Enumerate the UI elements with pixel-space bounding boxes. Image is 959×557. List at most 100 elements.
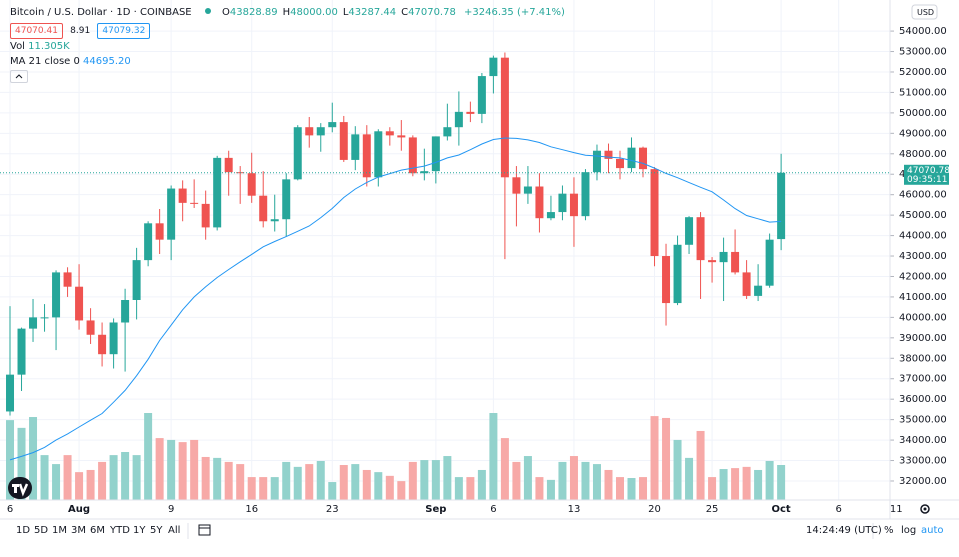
range-button[interactable]: 6M: [90, 525, 105, 536]
volume-bar: [685, 457, 694, 500]
scale-option[interactable]: auto: [921, 525, 944, 536]
candles: [0, 52, 890, 461]
volume-bar: [167, 439, 176, 500]
y-tick-label: 37000.00: [899, 374, 947, 385]
candle-body: [662, 256, 671, 304]
volume-bar: [17, 427, 26, 500]
range-button[interactable]: All: [168, 525, 181, 536]
volume-bar: [420, 460, 429, 500]
y-tick-label: 50000.00: [899, 108, 947, 119]
range-button[interactable]: 5Y: [150, 525, 163, 536]
candle-body: [121, 300, 130, 323]
candle-body: [63, 272, 72, 287]
candle-body: [558, 193, 567, 213]
volume-bar: [662, 417, 671, 500]
ohlc-value: 47070.78: [408, 7, 456, 18]
volume-bar: [397, 481, 406, 500]
volume-bar: [731, 468, 740, 500]
volume-bar: [535, 477, 544, 500]
candle-body: [523, 186, 532, 194]
candle-body: [132, 260, 141, 300]
symbol: Bitcoin / U.S. Dollar · 1D · COINBASE: [10, 7, 192, 18]
y-tick-label: 38000.00: [899, 353, 947, 364]
candle-body: [443, 127, 452, 137]
volume-bar: [282, 461, 291, 500]
x-tick-label: 16: [245, 504, 258, 515]
candle-body: [431, 136, 440, 172]
range-button[interactable]: YTD: [110, 525, 130, 536]
y-tick-label: 43000.00: [899, 251, 947, 262]
candle-body: [351, 134, 360, 160]
candle-body: [592, 150, 601, 173]
axes: 32000.00 33000.00 34000.00 35000.00 36000.00…: [7, 26, 950, 515]
candle-body: [259, 195, 268, 222]
volume-bar: [708, 477, 717, 500]
bid[interactable]: 47070.41: [10, 23, 63, 39]
candle-body: [270, 219, 279, 222]
candle-body: [777, 172, 786, 240]
y-tick-label: 34000.00: [899, 435, 947, 446]
countdown: 09:35:11: [907, 175, 947, 185]
volume-bar: [385, 475, 394, 500]
volume-bar: [443, 456, 452, 500]
last-price-label: 47070.78: [907, 166, 950, 176]
candle-body: [500, 57, 509, 178]
range-button[interactable]: 5D: [34, 525, 49, 536]
candle-body: [673, 244, 682, 304]
candle-body: [408, 137, 417, 174]
scale-option[interactable]: log: [901, 525, 917, 536]
volume-bar: [500, 438, 509, 500]
x-tick-label: 9: [168, 504, 174, 515]
candle-body: [604, 150, 613, 159]
currency[interactable]: USD: [917, 8, 934, 17]
volume-bar: [213, 457, 222, 500]
candle-body: [247, 173, 256, 196]
logo: [8, 477, 32, 499]
ask[interactable]: 47079.32: [97, 23, 151, 39]
settings-icon[interactable]: [920, 504, 930, 514]
candle-body: [75, 286, 84, 321]
volume-bar: [86, 469, 95, 500]
candle-body: [477, 76, 486, 114]
volume-bar: [132, 455, 141, 500]
y-tick-label: 42000.00: [899, 271, 947, 282]
volume-bar: [121, 452, 130, 500]
ohlc-value: 43828.89: [229, 7, 278, 18]
x-tick-label: 6: [7, 504, 13, 515]
y-tick-label: 48000.00: [899, 149, 947, 160]
collapse-button[interactable]: [10, 70, 28, 83]
candle-body: [650, 169, 659, 257]
range-button[interactable]: 1Y: [133, 525, 146, 536]
volume-bar: [615, 477, 624, 500]
volume-bar: [155, 438, 164, 500]
candle-body: [754, 285, 763, 296]
candle-body: [420, 171, 429, 174]
range-button[interactable]: 3M: [71, 525, 86, 536]
candle-body: [385, 131, 394, 136]
volume-bar: [489, 413, 498, 500]
candle-body: [144, 223, 153, 261]
volume-bar: [29, 417, 38, 500]
ohlc-value: 43287.44: [348, 7, 397, 18]
candle-body: [708, 260, 717, 263]
y-tick-label: 32000.00: [899, 476, 947, 487]
candle-body: [512, 177, 521, 194]
volume-bar: [454, 477, 463, 500]
candle-body: [17, 328, 26, 375]
volume-bar: [40, 455, 49, 500]
volume-bar: [754, 469, 763, 500]
range-button[interactable]: 1M: [52, 525, 67, 536]
currency-button[interactable]: [911, 4, 938, 20]
scale-option[interactable]: %: [884, 525, 894, 536]
ma-line: [9, 137, 782, 461]
candle-body: [6, 374, 15, 412]
volume-label: Vol: [10, 41, 25, 52]
candle-body: [40, 317, 49, 319]
candle-body: [546, 212, 555, 219]
volume-bar: [639, 477, 648, 500]
calendar-icon[interactable]: [198, 524, 211, 536]
range-button[interactable]: 1D: [16, 525, 31, 536]
candle-body: [581, 172, 590, 217]
spread: 8.91: [70, 26, 91, 36]
